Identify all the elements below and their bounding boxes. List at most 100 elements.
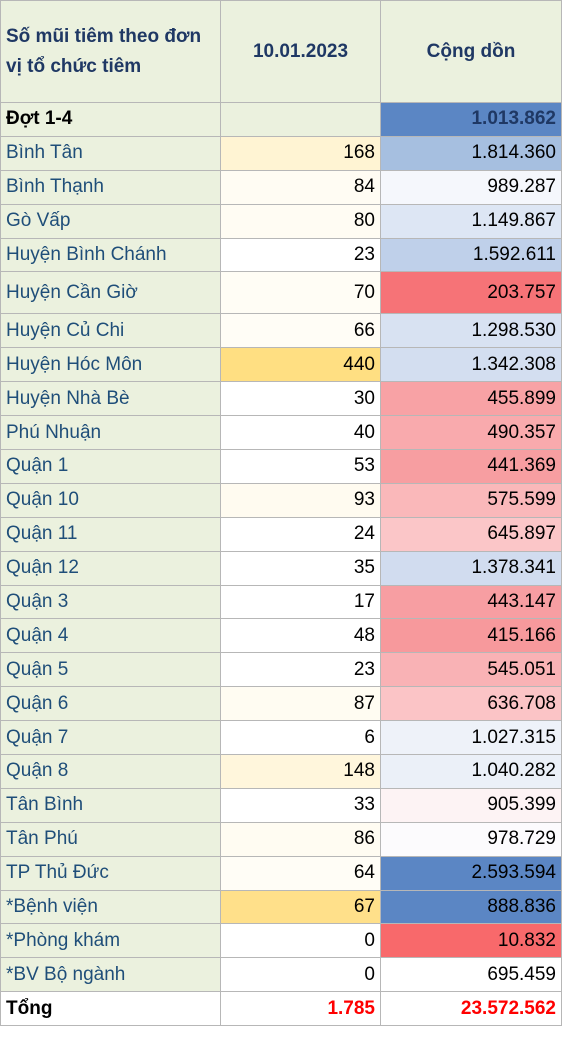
table-row: TP Thủ Đức 64 2.593.594 (0, 855, 562, 891)
table-row: *Phòng khám 0 10.832 (0, 923, 562, 959)
daily-count: 23 (220, 237, 381, 273)
cumulative-count: 10.832 (380, 923, 562, 959)
daily-count: 53 (220, 449, 381, 484)
header-row: Số mũi tiêm theo đơn vị tổ chức tiêm 10.… (0, 0, 562, 103)
table-row: Huyện Nhà Bè 30 455.899 (0, 381, 562, 417)
unit-name: Bình Tân (0, 135, 221, 171)
total-daily: 1.785 (220, 991, 381, 1027)
daily-count: 70 (220, 271, 381, 315)
unit-name: Quận 11 (0, 516, 221, 552)
table-row: Quận 1 53 441.369 (0, 449, 562, 484)
table-row: Quận 6 87 636.708 (0, 686, 562, 722)
unit-name: Phú Nhuận (0, 415, 221, 451)
unit-name: Huyện Củ Chi (0, 313, 221, 349)
table-row: Quận 11 24 645.897 (0, 516, 562, 552)
cumulative-count: 1.027.315 (380, 720, 562, 756)
daily-count (220, 102, 381, 137)
daily-count: 168 (220, 135, 381, 171)
daily-count: 40 (220, 415, 381, 451)
table-row: Phú Nhuận 40 490.357 (0, 415, 562, 451)
unit-name: Huyện Cần Giờ (0, 271, 221, 315)
table-row: *Bệnh viện 67 888.836 (0, 889, 562, 925)
cumulative-count: 1.149.867 (380, 203, 562, 239)
daily-count: 86 (220, 821, 381, 857)
table-row: Bình Thạnh 84 989.287 (0, 169, 562, 205)
table-row: Quận 7 6 1.027.315 (0, 720, 562, 756)
table-row: Quận 12 35 1.378.341 (0, 550, 562, 586)
table-row: Tân Bình 33 905.399 (0, 787, 562, 823)
header-unit: Số mũi tiêm theo đơn vị tổ chức tiêm (0, 0, 221, 103)
total-cumulative: 23.572.562 (380, 991, 562, 1027)
cumulative-count: 1.378.341 (380, 550, 562, 586)
cumulative-count: 1.013.862 (380, 102, 562, 137)
total-row: Tổng 1.785 23.572.562 (0, 991, 562, 1027)
unit-name: Bình Thạnh (0, 169, 221, 205)
table-row: Quận 8 148 1.040.282 (0, 754, 562, 789)
unit-name: Quận 5 (0, 652, 221, 688)
unit-name: Quận 10 (0, 482, 221, 518)
table-row: Tân Phú 86 978.729 (0, 821, 562, 857)
unit-name: Huyện Nhà Bè (0, 381, 221, 417)
cumulative-count: 1.592.611 (380, 237, 562, 273)
unit-name: Huyện Hóc Môn (0, 347, 221, 383)
table-row: Huyện Bình Chánh 23 1.592.611 (0, 237, 562, 273)
unit-name: Quận 7 (0, 720, 221, 756)
cumulative-count: 490.357 (380, 415, 562, 451)
header-cumulative: Cộng dồn (380, 0, 562, 103)
daily-count: 87 (220, 686, 381, 722)
unit-name: Quận 1 (0, 449, 221, 484)
table-row: Bình Tân 168 1.814.360 (0, 135, 562, 171)
cumulative-count: 989.287 (380, 169, 562, 205)
cumulative-count: 455.899 (380, 381, 562, 417)
cumulative-count: 415.166 (380, 618, 562, 654)
header-date: 10.01.2023 (220, 0, 381, 103)
cumulative-count: 636.708 (380, 686, 562, 722)
daily-count: 17 (220, 584, 381, 620)
cumulative-count: 545.051 (380, 652, 562, 688)
cumulative-count: 888.836 (380, 889, 562, 925)
daily-count: 48 (220, 618, 381, 654)
cumulative-count: 441.369 (380, 449, 562, 484)
unit-name: Quận 6 (0, 686, 221, 722)
daily-count: 84 (220, 169, 381, 205)
unit-name: Quận 3 (0, 584, 221, 620)
table-row: Đợt 1-4 1.013.862 (0, 102, 562, 137)
table-row: Quận 10 93 575.599 (0, 482, 562, 518)
unit-name: Quận 8 (0, 754, 221, 789)
cumulative-count: 905.399 (380, 787, 562, 823)
unit-name: *Bệnh viện (0, 889, 221, 925)
cumulative-count: 1.342.308 (380, 347, 562, 383)
total-label: Tổng (0, 991, 221, 1027)
daily-count: 80 (220, 203, 381, 239)
unit-name: TP Thủ Đức (0, 855, 221, 891)
table-row: Huyện Củ Chi 66 1.298.530 (0, 313, 562, 349)
daily-count: 440 (220, 347, 381, 383)
table-row: *BV Bộ ngành 0 695.459 (0, 957, 562, 993)
unit-name: Quận 12 (0, 550, 221, 586)
cumulative-count: 2.593.594 (380, 855, 562, 891)
cumulative-count: 695.459 (380, 957, 562, 993)
daily-count: 24 (220, 516, 381, 552)
daily-count: 67 (220, 889, 381, 925)
cumulative-count: 1.040.282 (380, 754, 562, 789)
daily-count: 0 (220, 957, 381, 993)
daily-count: 6 (220, 720, 381, 756)
table-row: Gò Vấp 80 1.149.867 (0, 203, 562, 239)
daily-count: 33 (220, 787, 381, 823)
daily-count: 148 (220, 754, 381, 789)
unit-name: Tân Bình (0, 787, 221, 823)
cumulative-count: 1.298.530 (380, 313, 562, 349)
cumulative-count: 645.897 (380, 516, 562, 552)
unit-name: Huyện Bình Chánh (0, 237, 221, 273)
daily-count: 0 (220, 923, 381, 959)
unit-name: Đợt 1-4 (0, 102, 221, 137)
cumulative-count: 203.757 (380, 271, 562, 315)
daily-count: 35 (220, 550, 381, 586)
daily-count: 64 (220, 855, 381, 891)
table-row: Quận 3 17 443.147 (0, 584, 562, 620)
daily-count: 30 (220, 381, 381, 417)
cumulative-count: 978.729 (380, 821, 562, 857)
table-row: Quận 5 23 545.051 (0, 652, 562, 688)
table-row: Huyện Hóc Môn 440 1.342.308 (0, 347, 562, 383)
